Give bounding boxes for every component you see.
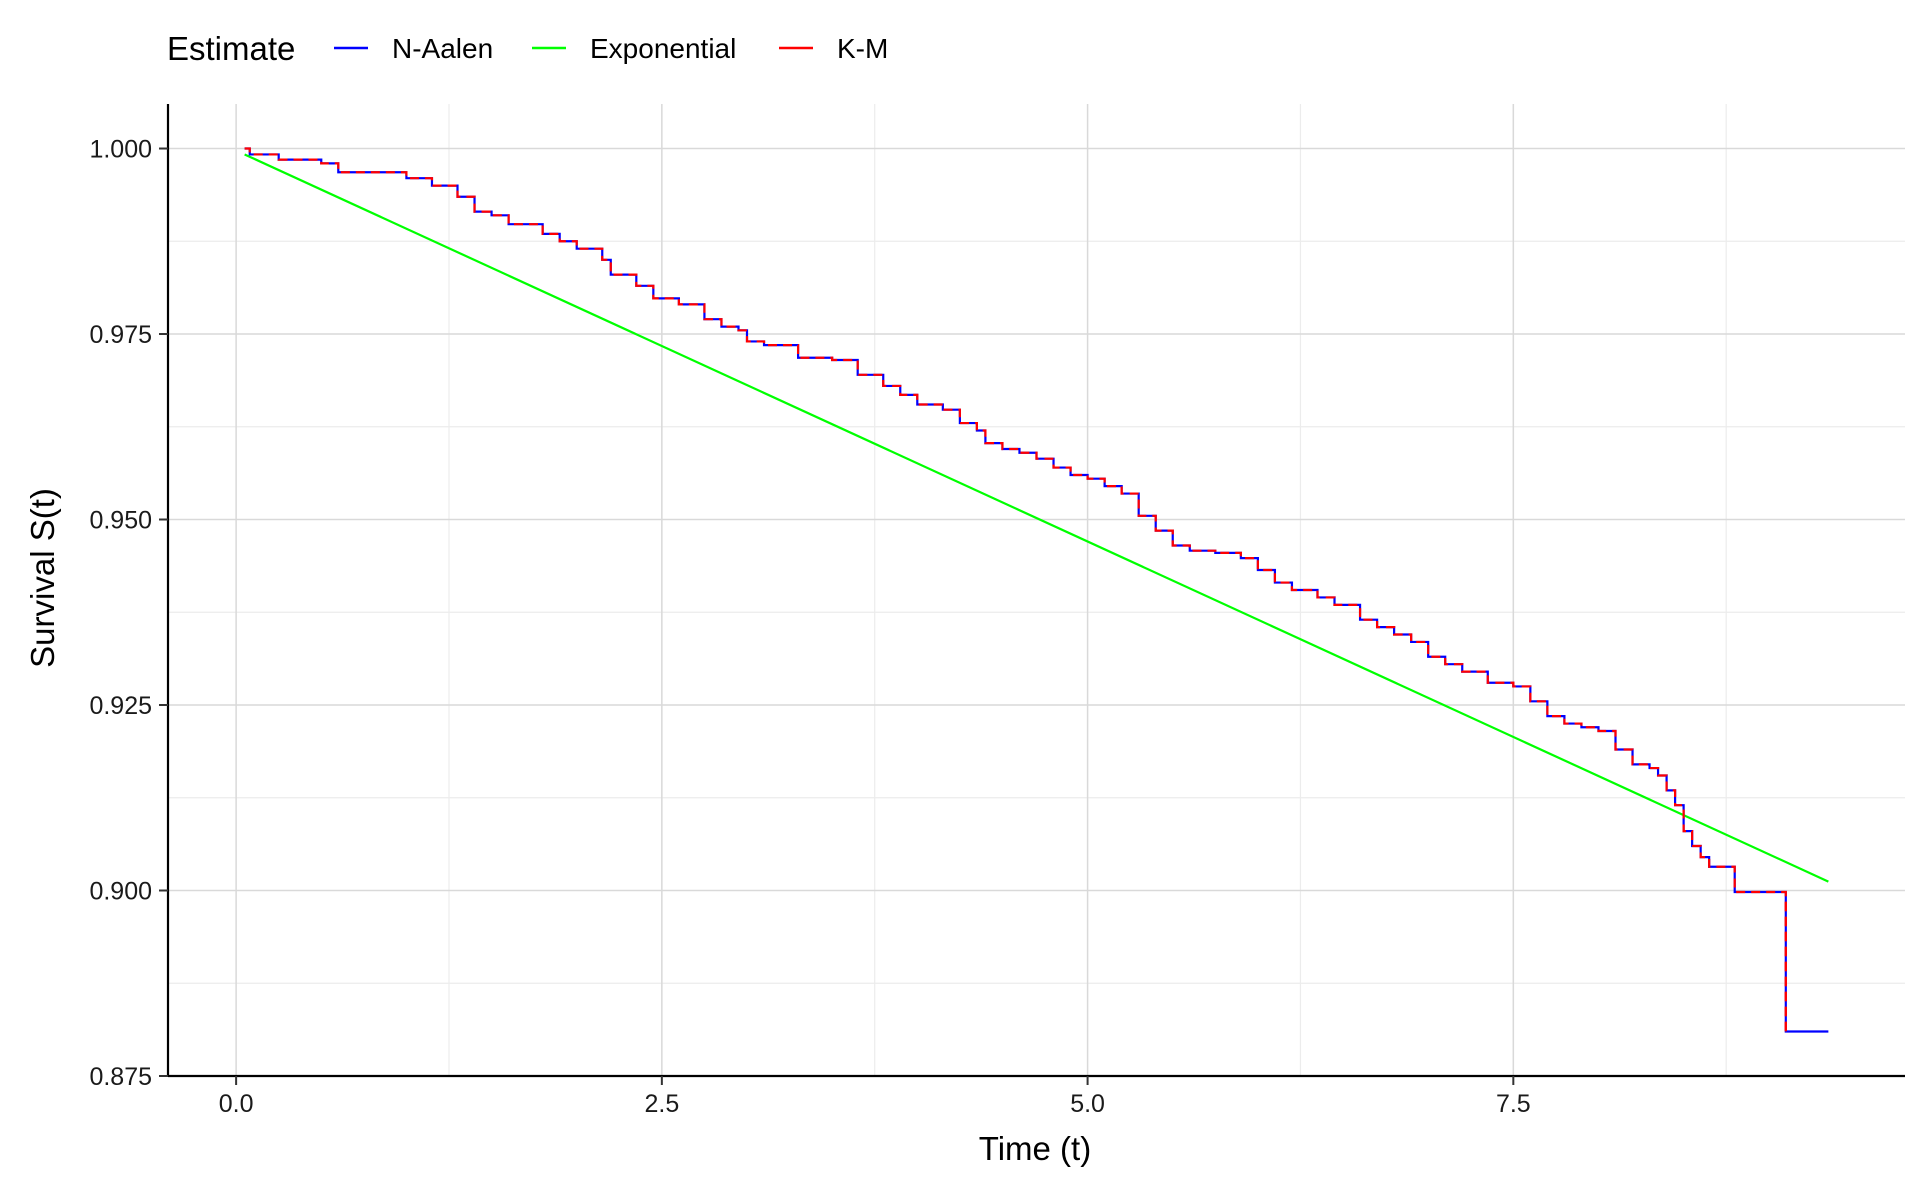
y-axis-title: Survival S(t) xyxy=(24,488,61,668)
y-tick-label: 0.900 xyxy=(89,878,152,906)
legend-label: N-Aalen xyxy=(392,33,493,64)
series-layer xyxy=(244,147,1829,1033)
y-tick-label: 0.950 xyxy=(89,507,152,535)
legend-label: Exponential xyxy=(590,33,736,64)
x-tick-label: 7.5 xyxy=(1496,1090,1531,1118)
series-line-n-aalen xyxy=(244,147,1829,1033)
series-line-exponential xyxy=(244,153,1829,883)
x-tick-label: 5.0 xyxy=(1070,1090,1105,1118)
series-line-k-m xyxy=(244,147,1787,1032)
x-tick-label: 0.0 xyxy=(219,1090,254,1118)
legend: Estimate N-Aalen Exponential K-M xyxy=(167,30,888,67)
y-tick-label: 1.000 xyxy=(89,136,152,164)
minor-gridlines xyxy=(168,104,1905,1076)
axes xyxy=(166,104,1905,1078)
tick-labels: 0.0 2.5 5.0 7.5 0.875 0.900 0.925 0.950 0.975 1.0… xyxy=(89,136,1530,1118)
major-gridlines xyxy=(168,104,1905,1077)
y-tick-label: 0.975 xyxy=(89,321,152,349)
x-tick-label: 2.5 xyxy=(644,1090,679,1118)
tick-marks xyxy=(159,147,1515,1085)
x-axis-title: Time (t) xyxy=(979,1130,1091,1167)
y-tick-label: 0.875 xyxy=(89,1063,152,1091)
legend-label: K-M xyxy=(837,33,888,64)
legend-title: Estimate xyxy=(167,30,295,67)
y-tick-label: 0.925 xyxy=(89,692,152,720)
